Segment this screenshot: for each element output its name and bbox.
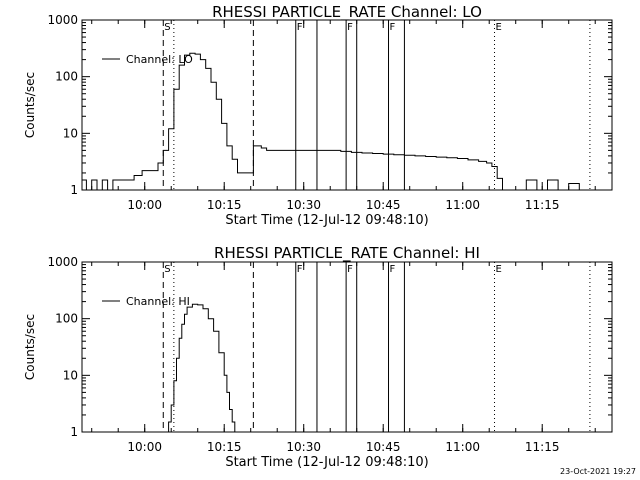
x-tick-label: 10:30 [286, 440, 321, 454]
x-tick-label: 10:45 [366, 198, 401, 212]
y-tick-label: 100 [55, 312, 78, 326]
x-tick-label: 11:15 [525, 198, 560, 212]
y-tick-label: 1000 [47, 13, 78, 27]
series-line [165, 303, 236, 433]
x-axis-label: Start Time (12-Jul-12 09:48:10) [225, 213, 428, 228]
x-tick-label: 10:15 [207, 198, 242, 212]
series-line [82, 52, 580, 191]
x-axis-label: Start Time (12-Jul-12 09:48:10) [225, 455, 428, 470]
legend-label: Channel: LO [126, 53, 193, 66]
y-tick-label: 10 [63, 126, 78, 140]
y-tick-label: 10 [63, 368, 78, 382]
event-marker-label: F [297, 264, 303, 275]
x-tick-label: 10:00 [127, 198, 162, 212]
chart-title: RHESSI PARTICLE_RATE Channel: HI [214, 244, 480, 263]
x-tick-label: 11:15 [525, 440, 560, 454]
x-tick-label: 11:00 [445, 440, 480, 454]
event-marker-label: E [496, 264, 502, 275]
plot-frame [81, 19, 613, 191]
event-marker-label: S [164, 22, 170, 33]
y-tick-label: 1 [70, 183, 78, 197]
chart-panel-2: RHESSI PARTICLE_RATE Channel: HI 1 10 100 10… [23, 244, 613, 470]
y-axis-label: Counts/sec [23, 314, 37, 380]
event-marker-label: F [297, 22, 303, 33]
x-tick-label: 11:00 [445, 198, 480, 212]
y-axis-label: Counts/sec [23, 72, 37, 138]
x-tick-label: 10:15 [207, 440, 242, 454]
x-tick-label: 10:30 [286, 198, 321, 212]
x-tick-label: 10:45 [366, 440, 401, 454]
event-marker-label: F [347, 264, 353, 275]
chart-title: RHESSI PARTICLE_RATE Channel: LO [212, 3, 482, 22]
event-marker-label: E [496, 22, 502, 33]
timestamp-label: 23-Oct-2021 19:27 [560, 467, 636, 476]
chart-panel-1: RHESSI PARTICLE_RATE Channel: LO 1 10 100 10… [23, 3, 613, 228]
event-marker-label: S [164, 264, 170, 275]
y-tick-label: 100 [55, 70, 78, 84]
event-marker-label: F [390, 264, 396, 275]
legend-label: Channel: HI [126, 295, 190, 308]
y-tick-label: 1 [70, 425, 78, 439]
event-marker-label: F [347, 22, 353, 33]
plot-frame [81, 261, 613, 433]
event-marker-label: F [390, 22, 396, 33]
x-tick-label: 10:00 [127, 440, 162, 454]
y-tick-label: 1000 [47, 255, 78, 269]
